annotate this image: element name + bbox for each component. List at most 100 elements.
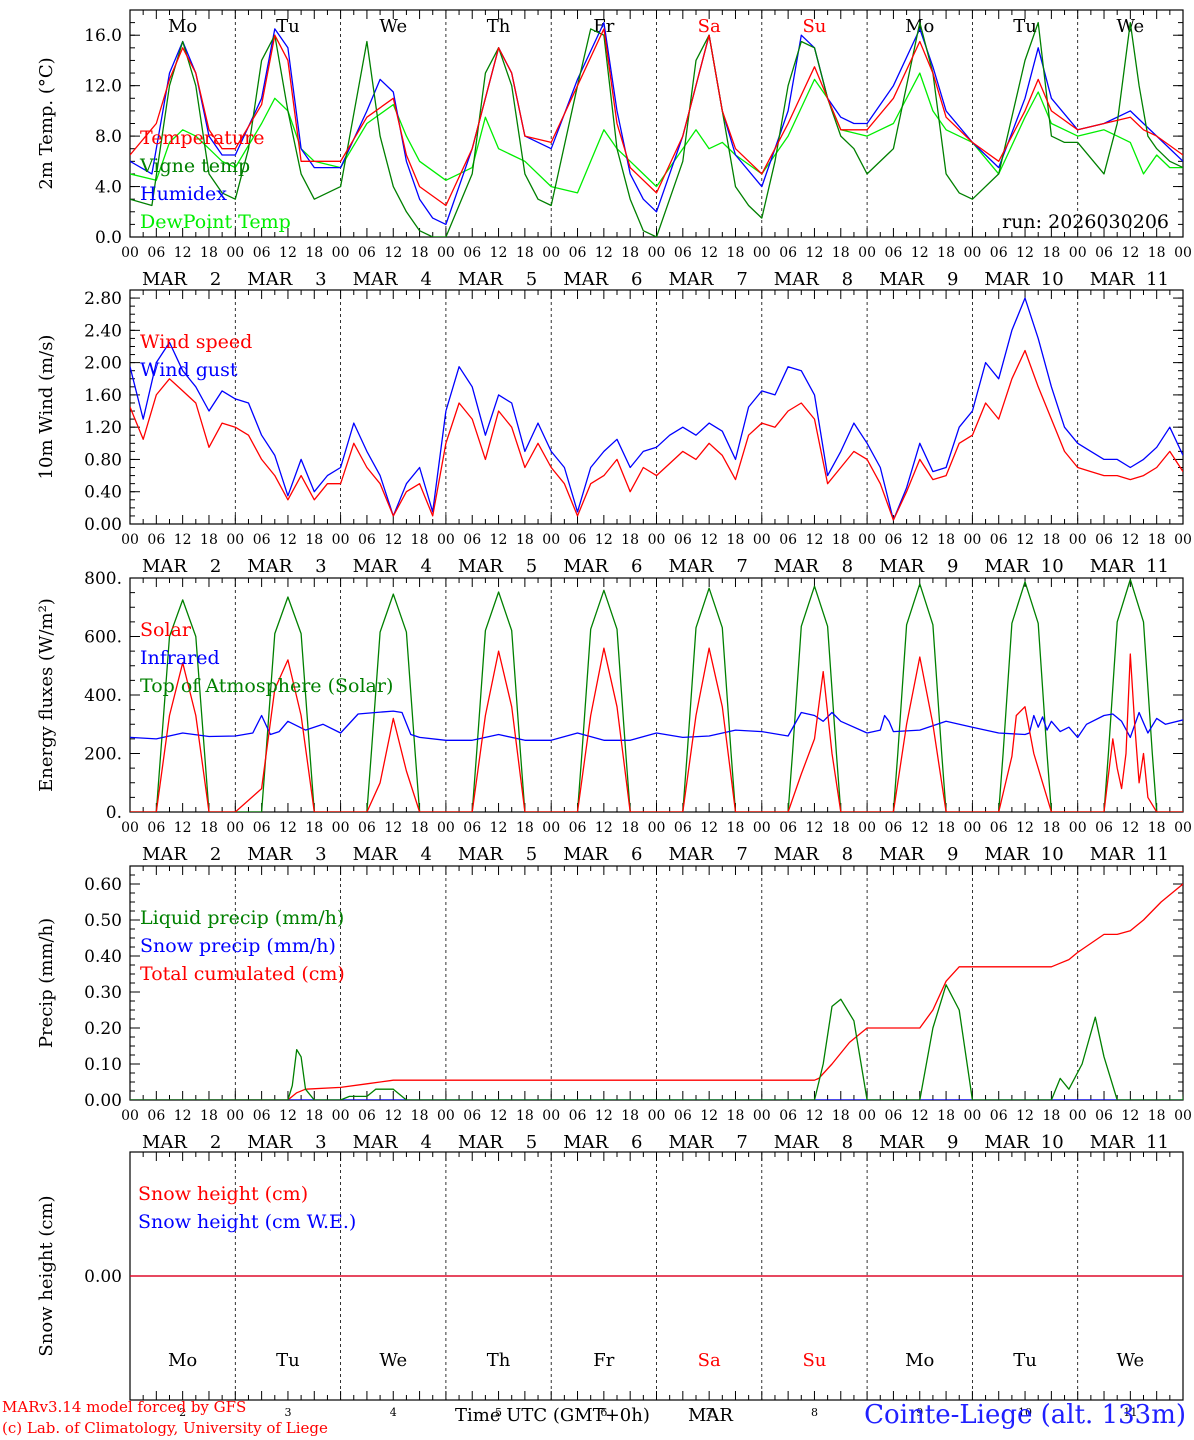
date-label: 6 [631,844,642,865]
hour-tick-label: 00 [332,532,350,548]
hour-tick-label: 06 [885,1108,903,1124]
hour-tick-label: 06 [990,1108,1008,1124]
month-label: MAR [669,844,714,865]
panel-precip: 0.00 0.10 0.20 0.30 0.40 0.50 0.60 Precip (mm/h… [36,865,1192,1153]
hour-tick-label: 12 [1016,820,1034,836]
y-tick-label: 2.40 [84,321,122,341]
month-label: MAR [563,269,608,290]
date-number: 10 [1018,1406,1032,1419]
hour-tick-label: 00 [858,532,876,548]
hour-tick-label: 00 [437,820,455,836]
month-label: MAR [879,844,924,865]
date-label: 8 [842,1132,853,1153]
hour-tick-label: 06 [1095,245,1113,261]
month-label: MAR [142,269,187,290]
hour-tick-label: 06 [674,820,692,836]
date-label: 4 [420,1132,431,1153]
weekday-label: Su [802,1350,826,1371]
y-tick-label: 0.00 [84,1091,122,1111]
weekday-label: Mo [168,1350,197,1371]
legend-entry: Wind speed [140,331,252,353]
legend-entry: Wind gust [140,359,238,381]
hour-tick-label: 18 [832,820,850,836]
hour-tick-label: 00 [121,532,139,548]
hour-tick-label: 18 [200,820,218,836]
hour-tick-label: 18 [516,245,534,261]
hour-tick-label: 18 [621,1108,639,1124]
hour-tick-label: 12 [490,532,508,548]
date-label: 11 [1146,556,1169,577]
legend-entry: DewPoint Temp [140,211,291,233]
month-label: MAR [984,269,1029,290]
hour-tick-label: 06 [990,820,1008,836]
hour-tick-label: 06 [358,1108,376,1124]
month-label: MAR [1090,269,1135,290]
date-label: 5 [526,1132,537,1153]
date-label: 10 [1041,556,1064,577]
hour-tick-label: 12 [700,245,718,261]
hour-tick-label: 12 [174,820,192,836]
date-label: 7 [736,844,747,865]
hour-tick-label: 00 [121,245,139,261]
hour-tick-label: 06 [1095,1108,1113,1124]
hour-tick-label: 06 [569,245,587,261]
month-label: MAR [563,1132,608,1153]
y-tick-label: 0.30 [84,983,122,1003]
hour-tick-label: 00 [226,1108,244,1124]
weekday-label: Th [487,1350,511,1371]
hour-tick-label: 12 [490,820,508,836]
time-axis-label: Time UTC (GMT+0h) [455,1405,650,1426]
hour-tick-label: 06 [253,532,271,548]
series-line-solar [130,647,1183,812]
series-line-infrared [130,710,1183,741]
hour-tick-label: 00 [963,820,981,836]
weekday-label: Mo [168,16,197,37]
legend-entry: Solar [140,619,192,641]
y-tick-label: 0.60 [84,875,122,895]
y-tick-label: 2.80 [84,289,122,309]
y-axis-title: 10m Wind (m/s) [36,335,57,480]
date-number: 7 [706,1406,713,1419]
date-label: 2 [210,844,221,865]
date-label: 3 [315,1132,326,1153]
hour-tick-label: 12 [279,820,297,836]
series-line-wind-speed [130,349,1183,521]
y-tick-label: 0. [106,803,122,823]
hour-tick-label: 00 [1069,245,1087,261]
hour-tick-label: 00 [332,245,350,261]
hour-tick-label: 12 [1121,820,1139,836]
hour-tick-label: 12 [1121,532,1139,548]
month-label: MAR [1090,844,1135,865]
date-label: 7 [736,1132,747,1153]
hour-tick-label: 18 [200,532,218,548]
month-label: MAR [353,269,398,290]
legend-entry: Liquid precip (mm/h) [140,907,344,929]
series-line-dewpoint-temp [130,72,1183,194]
date-label: 8 [842,556,853,577]
hour-tick-label: 12 [806,820,824,836]
date-label: 2 [210,556,221,577]
hour-tick-label: 12 [384,1108,402,1124]
month-label: MAR [247,556,292,577]
hour-tick-label: 18 [937,1108,955,1124]
month-label: MAR [353,844,398,865]
hour-tick-label: 06 [1095,532,1113,548]
series-line-humidex [130,21,1183,226]
hour-tick-label: 18 [411,820,429,836]
hour-tick-label: 18 [727,1108,745,1124]
hour-tick-label: 00 [963,532,981,548]
y-tick-label: 16.0 [84,26,122,46]
hour-tick-label: 18 [1148,245,1166,261]
hour-tick-label: 12 [1121,1108,1139,1124]
hour-tick-label: 06 [569,1108,587,1124]
hour-tick-label: 00 [542,820,560,836]
hour-tick-label: 18 [1042,820,1060,836]
month-label: MAR [774,844,819,865]
y-tick-label: 0.20 [84,1019,122,1039]
hour-tick-label: 06 [147,820,165,836]
date-number: 8 [811,1406,818,1419]
y-tick-label: 1.60 [84,386,122,406]
month-label: MAR [774,556,819,577]
hour-tick-label: 06 [147,245,165,261]
hour-tick-label: 06 [253,1108,271,1124]
